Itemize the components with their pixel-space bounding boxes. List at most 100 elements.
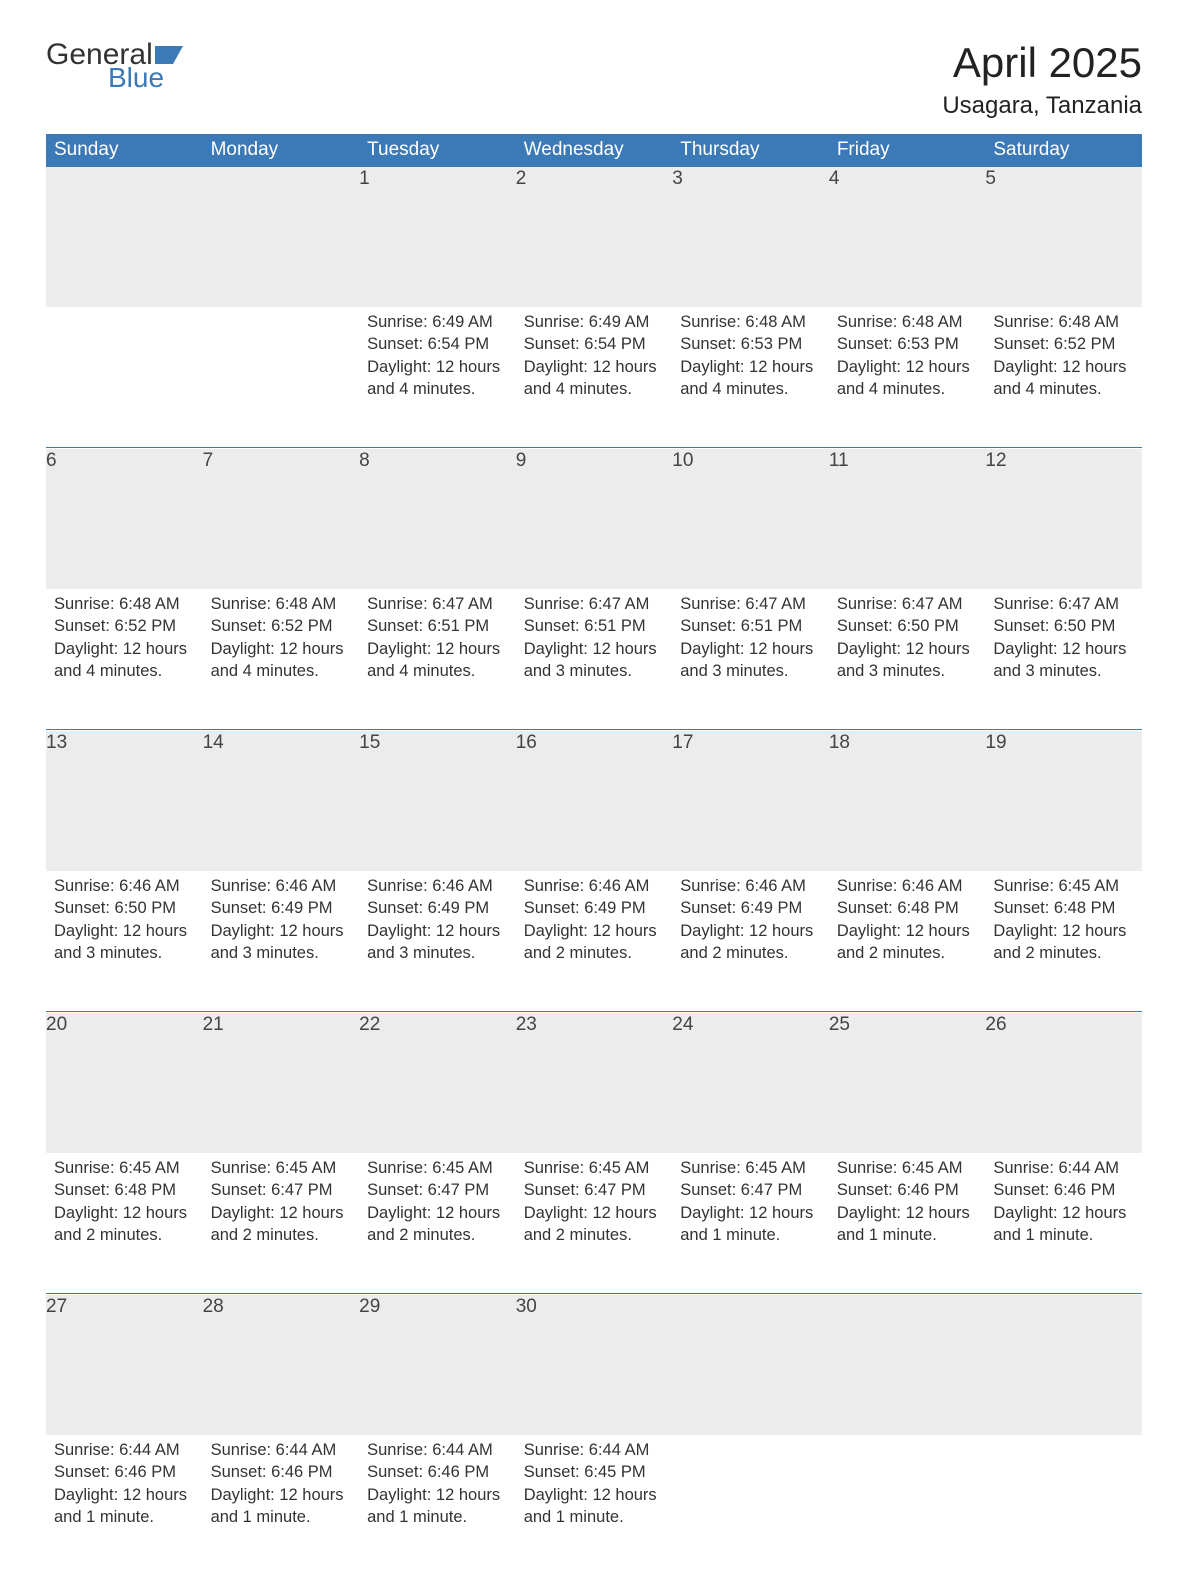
day-number: 18 — [829, 731, 986, 871]
dayheader-thu: Thursday — [672, 134, 829, 167]
daylight-text: Daylight: 12 hours and 1 minute. — [837, 1202, 978, 1247]
day-number: 23 — [516, 1013, 673, 1153]
day-number: 1 — [359, 167, 516, 307]
day-body: Sunrise: 6:45 AMSunset: 6:47 PMDaylight:… — [672, 1153, 829, 1246]
day-body — [829, 1435, 986, 1439]
week-row: Sunrise: 6:45 AMSunset: 6:48 PMDaylight:… — [46, 1153, 1142, 1293]
day-cell: Sunrise: 6:49 AMSunset: 6:54 PMDaylight:… — [516, 307, 673, 447]
day-cell — [46, 307, 203, 447]
sunrise-text: Sunrise: 6:44 AM — [54, 1439, 195, 1461]
day-number: 20 — [46, 1013, 203, 1153]
day-number: 9 — [516, 449, 673, 589]
day-body — [46, 307, 203, 311]
day-cell: Sunrise: 6:46 AMSunset: 6:49 PMDaylight:… — [672, 871, 829, 1011]
day-cell: Sunrise: 6:48 AMSunset: 6:52 PMDaylight:… — [203, 589, 360, 729]
day-cell: Sunrise: 6:47 AMSunset: 6:51 PMDaylight:… — [359, 589, 516, 729]
day-cell — [829, 1435, 986, 1575]
daylight-text: Daylight: 12 hours and 4 minutes. — [524, 356, 665, 401]
day-body: Sunrise: 6:45 AMSunset: 6:47 PMDaylight:… — [359, 1153, 516, 1246]
day-body: Sunrise: 6:47 AMSunset: 6:50 PMDaylight:… — [985, 589, 1142, 682]
day-body — [985, 1435, 1142, 1439]
day-cell: Sunrise: 6:45 AMSunset: 6:46 PMDaylight:… — [829, 1153, 986, 1293]
logo: General Blue — [46, 40, 183, 92]
day-cell: Sunrise: 6:45 AMSunset: 6:47 PMDaylight:… — [359, 1153, 516, 1293]
day-cell: Sunrise: 6:48 AMSunset: 6:53 PMDaylight:… — [829, 307, 986, 447]
daylight-text: Daylight: 12 hours and 4 minutes. — [367, 356, 508, 401]
daylight-text: Daylight: 12 hours and 4 minutes. — [367, 638, 508, 683]
day-body — [203, 307, 360, 311]
daylight-text: Daylight: 12 hours and 2 minutes. — [524, 1202, 665, 1247]
sunrise-text: Sunrise: 6:47 AM — [993, 593, 1134, 615]
dayheader-wed: Wednesday — [516, 134, 673, 167]
day-number: 30 — [516, 1295, 673, 1435]
day-body: Sunrise: 6:44 AMSunset: 6:46 PMDaylight:… — [203, 1435, 360, 1528]
day-cell: Sunrise: 6:46 AMSunset: 6:48 PMDaylight:… — [829, 871, 986, 1011]
sunset-text: Sunset: 6:51 PM — [524, 615, 665, 637]
sunset-text: Sunset: 6:53 PM — [680, 333, 821, 355]
day-cell: Sunrise: 6:44 AMSunset: 6:46 PMDaylight:… — [985, 1153, 1142, 1293]
day-body — [672, 1435, 829, 1439]
day-cell: Sunrise: 6:45 AMSunset: 6:48 PMDaylight:… — [46, 1153, 203, 1293]
day-body: Sunrise: 6:45 AMSunset: 6:47 PMDaylight:… — [203, 1153, 360, 1246]
sunset-text: Sunset: 6:51 PM — [367, 615, 508, 637]
day-body: Sunrise: 6:48 AMSunset: 6:53 PMDaylight:… — [672, 307, 829, 400]
day-cell: Sunrise: 6:45 AMSunset: 6:47 PMDaylight:… — [672, 1153, 829, 1293]
day-cell: Sunrise: 6:46 AMSunset: 6:49 PMDaylight:… — [359, 871, 516, 1011]
day-body: Sunrise: 6:45 AMSunset: 6:47 PMDaylight:… — [516, 1153, 673, 1246]
sunrise-text: Sunrise: 6:46 AM — [211, 875, 352, 897]
day-number: 21 — [203, 1013, 360, 1153]
dayheader-mon: Monday — [203, 134, 360, 167]
day-cell: Sunrise: 6:49 AMSunset: 6:54 PMDaylight:… — [359, 307, 516, 447]
sunset-text: Sunset: 6:50 PM — [54, 897, 195, 919]
sunset-text: Sunset: 6:54 PM — [524, 333, 665, 355]
week-row: Sunrise: 6:44 AMSunset: 6:46 PMDaylight:… — [46, 1435, 1142, 1575]
sunset-text: Sunset: 6:49 PM — [680, 897, 821, 919]
day-body: Sunrise: 6:47 AMSunset: 6:51 PMDaylight:… — [516, 589, 673, 682]
day-cell: Sunrise: 6:47 AMSunset: 6:50 PMDaylight:… — [829, 589, 986, 729]
day-body: Sunrise: 6:44 AMSunset: 6:46 PMDaylight:… — [359, 1435, 516, 1528]
sunset-text: Sunset: 6:47 PM — [524, 1179, 665, 1201]
day-body: Sunrise: 6:44 AMSunset: 6:46 PMDaylight:… — [46, 1435, 203, 1528]
day-body: Sunrise: 6:47 AMSunset: 6:51 PMDaylight:… — [359, 589, 516, 682]
day-number: 29 — [359, 1295, 516, 1435]
day-cell: Sunrise: 6:44 AMSunset: 6:46 PMDaylight:… — [46, 1435, 203, 1575]
sunset-text: Sunset: 6:49 PM — [211, 897, 352, 919]
daynum-row: 6789101112 — [46, 449, 1142, 589]
day-number: 10 — [672, 449, 829, 589]
daynum-row: 12345 — [46, 167, 1142, 307]
sunrise-text: Sunrise: 6:45 AM — [367, 1157, 508, 1179]
day-cell: Sunrise: 6:47 AMSunset: 6:50 PMDaylight:… — [985, 589, 1142, 729]
daylight-text: Daylight: 12 hours and 3 minutes. — [524, 638, 665, 683]
sunset-text: Sunset: 6:50 PM — [993, 615, 1134, 637]
sunset-text: Sunset: 6:48 PM — [993, 897, 1134, 919]
daylight-text: Daylight: 12 hours and 4 minutes. — [211, 638, 352, 683]
sunset-text: Sunset: 6:54 PM — [367, 333, 508, 355]
sunset-text: Sunset: 6:47 PM — [680, 1179, 821, 1201]
sunset-text: Sunset: 6:48 PM — [54, 1179, 195, 1201]
dayheader-sun: Sunday — [46, 134, 203, 167]
day-body: Sunrise: 6:47 AMSunset: 6:51 PMDaylight:… — [672, 589, 829, 682]
sunset-text: Sunset: 6:47 PM — [367, 1179, 508, 1201]
day-cell: Sunrise: 6:45 AMSunset: 6:47 PMDaylight:… — [203, 1153, 360, 1293]
month-title: April 2025 — [942, 40, 1142, 86]
day-number: 7 — [203, 449, 360, 589]
day-number — [829, 1295, 986, 1435]
sunrise-text: Sunrise: 6:45 AM — [54, 1157, 195, 1179]
day-number — [46, 167, 203, 307]
day-number: 2 — [516, 167, 673, 307]
daylight-text: Daylight: 12 hours and 4 minutes. — [837, 356, 978, 401]
day-number: 5 — [985, 167, 1142, 307]
dayheader-sat: Saturday — [985, 134, 1142, 167]
day-cell: Sunrise: 6:46 AMSunset: 6:49 PMDaylight:… — [516, 871, 673, 1011]
sunrise-text: Sunrise: 6:47 AM — [524, 593, 665, 615]
day-body: Sunrise: 6:44 AMSunset: 6:46 PMDaylight:… — [985, 1153, 1142, 1246]
day-cell: Sunrise: 6:48 AMSunset: 6:53 PMDaylight:… — [672, 307, 829, 447]
day-number: 15 — [359, 731, 516, 871]
daylight-text: Daylight: 12 hours and 3 minutes. — [211, 920, 352, 965]
sunrise-text: Sunrise: 6:48 AM — [680, 311, 821, 333]
day-number: 14 — [203, 731, 360, 871]
day-number: 17 — [672, 731, 829, 871]
daylight-text: Daylight: 12 hours and 4 minutes. — [993, 356, 1134, 401]
day-body: Sunrise: 6:48 AMSunset: 6:53 PMDaylight:… — [829, 307, 986, 400]
sunset-text: Sunset: 6:48 PM — [837, 897, 978, 919]
